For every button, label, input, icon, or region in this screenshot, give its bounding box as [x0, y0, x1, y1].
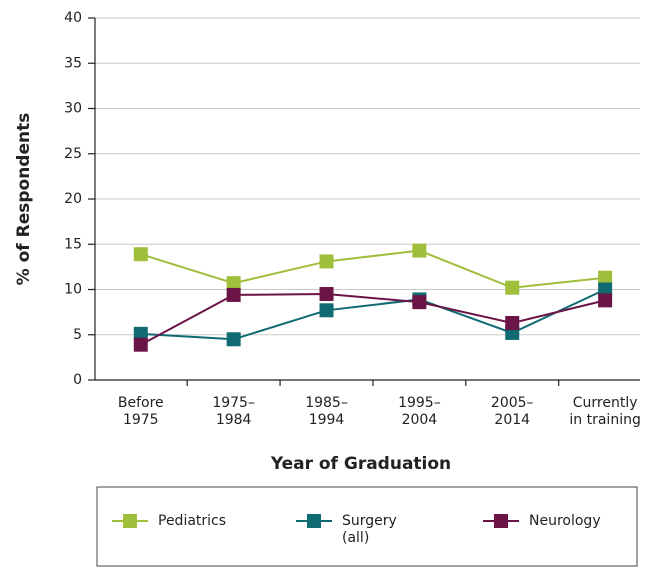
- point: [319, 254, 334, 269]
- y-tick-label: 20: [64, 191, 82, 207]
- legend-marker: [307, 514, 321, 528]
- point: [505, 280, 520, 295]
- y-tick-label: 10: [64, 282, 82, 298]
- x-tick-label: 1995– 2004: [398, 395, 441, 428]
- y-tick-label: 30: [64, 101, 82, 117]
- point: [319, 303, 334, 318]
- legend-marker: [494, 514, 508, 528]
- y-axis-label: % of Respondents: [14, 113, 34, 286]
- x-tick-label: Currently in training: [569, 395, 640, 428]
- y-tick-label: 25: [64, 146, 82, 162]
- x-axis-label: Year of Graduation: [270, 454, 451, 474]
- x-tick-label: 1985– 1994: [305, 395, 348, 428]
- text-line: in training: [569, 412, 640, 428]
- point: [133, 326, 148, 341]
- text-line: 1994: [309, 412, 345, 428]
- legend-marker: [123, 514, 137, 528]
- text-line: (all): [342, 530, 369, 546]
- text-line: 2004: [402, 412, 438, 428]
- legend-label: Surgery (all): [342, 513, 397, 546]
- text-line: 2005–: [491, 395, 534, 411]
- point: [598, 293, 613, 308]
- point: [133, 247, 148, 262]
- text-line: Surgery: [342, 513, 397, 529]
- text-line: 1985–: [305, 395, 348, 411]
- point: [412, 243, 427, 258]
- text-line: 1995–: [398, 395, 441, 411]
- text-line: Currently: [573, 395, 638, 411]
- text-line: 1984: [216, 412, 252, 428]
- y-tick-label: 40: [64, 10, 82, 26]
- legend-box: [96, 486, 638, 567]
- legend-label: Pediatrics: [158, 513, 226, 529]
- point: [319, 287, 334, 302]
- text-line: 1975–: [212, 395, 255, 411]
- series-line: [140, 249, 606, 289]
- point: [226, 332, 241, 347]
- y-tick-label: 15: [64, 236, 82, 252]
- y-tick-label: 0: [73, 372, 82, 388]
- legend-label: Neurology: [529, 513, 601, 529]
- text-line: Before: [118, 395, 164, 411]
- x-tick-label: 1975– 1984: [212, 395, 255, 428]
- text-line: 1975: [123, 412, 159, 428]
- point: [226, 287, 241, 302]
- x-tick-label: Before 1975: [118, 395, 164, 428]
- x-tick-label: 2005– 2014: [491, 395, 534, 428]
- point: [598, 270, 613, 285]
- y-tick-label: 35: [64, 55, 82, 71]
- series-line: [140, 288, 606, 341]
- point: [226, 276, 241, 291]
- text-line: 2014: [494, 412, 530, 428]
- point: [412, 295, 427, 310]
- y-tick-label: 5: [73, 327, 82, 343]
- point: [133, 337, 148, 352]
- point: [598, 282, 613, 297]
- point: [505, 315, 520, 330]
- series-line: [140, 293, 606, 346]
